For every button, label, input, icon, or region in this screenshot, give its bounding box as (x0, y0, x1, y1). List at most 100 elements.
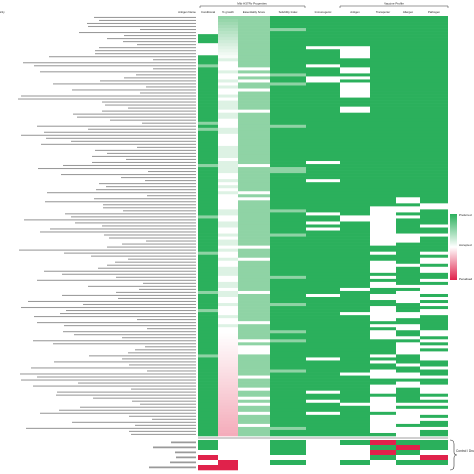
heatmap-cell (198, 158, 218, 162)
heatmap-cell (238, 312, 270, 316)
heatmap-cell (370, 64, 396, 68)
heatmap-cell (306, 429, 340, 434)
heatmap-cell (370, 330, 396, 334)
heatmap-cell (370, 429, 396, 434)
heatmap-cell (420, 203, 448, 207)
heatmap-cell (270, 203, 306, 207)
row-label-mark (46, 137, 196, 139)
heatmap-cell (420, 121, 448, 126)
heatmap-cell (270, 306, 306, 310)
heatmap-cell (420, 330, 448, 334)
heatmap-cell (370, 94, 396, 98)
heatmap-cell (420, 327, 448, 331)
heatmap-cell (270, 76, 306, 80)
heatmap-cell (306, 58, 340, 62)
heatmap-cell (340, 251, 370, 255)
heatmap-cell (420, 360, 448, 364)
heatmap-cell (306, 218, 340, 222)
heatmap-cell (396, 161, 420, 165)
heatmap-cell (306, 136, 340, 141)
heatmap-cell (238, 139, 270, 144)
heatmap-cell (340, 348, 370, 352)
heatmap-cell (198, 37, 218, 41)
heatmap-cell (238, 173, 270, 177)
heatmap-cell (370, 148, 396, 153)
heatmap-cell (420, 85, 448, 89)
heatmap-cell (306, 121, 340, 126)
heatmap-cell (218, 142, 238, 147)
heatmap-cell (238, 390, 270, 394)
heatmap-cell (306, 179, 340, 183)
row-label-mark (60, 313, 196, 315)
heatmap-cell (270, 164, 306, 168)
heatmap-cell (306, 354, 340, 358)
heatmap-cell (396, 106, 420, 110)
heatmap-cell (340, 73, 370, 77)
heatmap-cell (420, 378, 448, 382)
heatmap-cell (396, 300, 420, 304)
heatmap-cell (306, 188, 340, 192)
row-label-mark (63, 164, 196, 167)
heatmap-cell (396, 118, 420, 123)
heatmap-cell (420, 275, 448, 280)
heatmap-cell (420, 372, 448, 376)
heatmap-cell (340, 212, 370, 216)
heatmap-cell (238, 170, 270, 174)
heatmap-cell (420, 64, 448, 68)
heatmap-cell (306, 378, 340, 382)
heatmap-cell (370, 363, 396, 367)
heatmap-cell (238, 423, 270, 428)
heatmap-cell (198, 106, 218, 110)
heatmap-cell (270, 118, 306, 123)
heatmap-cell (420, 46, 448, 50)
heatmap-cell (218, 127, 238, 132)
heatmap-cell (218, 297, 238, 301)
heatmap-cell (340, 263, 370, 268)
heatmap-cell (340, 293, 370, 298)
heatmap-cell (238, 67, 270, 71)
heatmap-cell (340, 34, 370, 38)
heatmap-cell (396, 354, 420, 358)
heatmap-cell (396, 384, 420, 388)
heatmap-cell (306, 197, 340, 201)
heatmap-cell (306, 112, 340, 117)
heatmap-cell (218, 254, 238, 259)
row-label-mark (171, 441, 196, 444)
row-label-mark (110, 119, 196, 121)
heatmap-cell (218, 248, 238, 252)
heatmap-cell (238, 43, 270, 47)
heatmap-cell (370, 345, 396, 349)
heatmap-cell (396, 58, 420, 62)
heatmap-cell (370, 327, 396, 331)
heatmap-cell (218, 300, 238, 304)
color-legend: Preferred Accepted Penalised Control / Drug… (449, 213, 474, 471)
heatmap-cell (340, 402, 370, 407)
heatmap-cell (370, 408, 396, 413)
row-label-mark (92, 161, 196, 163)
heatmap-cell (270, 139, 306, 144)
heatmap-cell (198, 218, 218, 222)
heatmap-cell (306, 417, 340, 422)
heatmap-cell (238, 333, 270, 337)
heatmap-cell (270, 194, 306, 198)
heatmap-cell (198, 182, 218, 186)
heatmap-cell (370, 185, 396, 189)
heatmap-cell (420, 100, 448, 104)
heatmap-cell (340, 333, 370, 337)
heatmap-cell (340, 339, 370, 343)
heatmap-cell (340, 345, 370, 349)
heatmap-cell (218, 281, 238, 286)
heatmap-cell (270, 384, 306, 388)
control-cell (270, 445, 306, 451)
column-header: Toxicity (0, 10, 5, 14)
heatmap-cell (270, 88, 306, 92)
heatmap-cell (238, 127, 270, 132)
heatmap-cell (198, 85, 218, 89)
heatmap-cell (420, 167, 448, 171)
heatmap-cell (370, 426, 396, 431)
heatmap-cell (238, 290, 270, 295)
heatmap-cell (270, 248, 306, 252)
heatmap-cell (340, 106, 370, 110)
heatmap-cell (340, 43, 370, 47)
heatmap-cell (306, 312, 340, 316)
